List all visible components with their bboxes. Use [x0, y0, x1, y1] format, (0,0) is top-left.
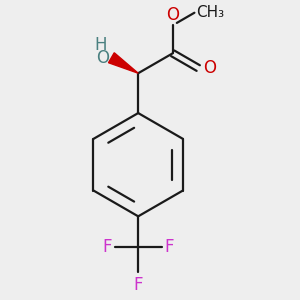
Text: O: O [166, 6, 179, 24]
Text: F: F [102, 238, 112, 256]
Text: O: O [203, 59, 216, 77]
Polygon shape [109, 53, 138, 73]
Text: CH₃: CH₃ [196, 4, 224, 20]
Text: O: O [96, 49, 109, 67]
Text: H: H [94, 36, 106, 54]
Text: F: F [165, 238, 174, 256]
Text: F: F [134, 276, 143, 294]
